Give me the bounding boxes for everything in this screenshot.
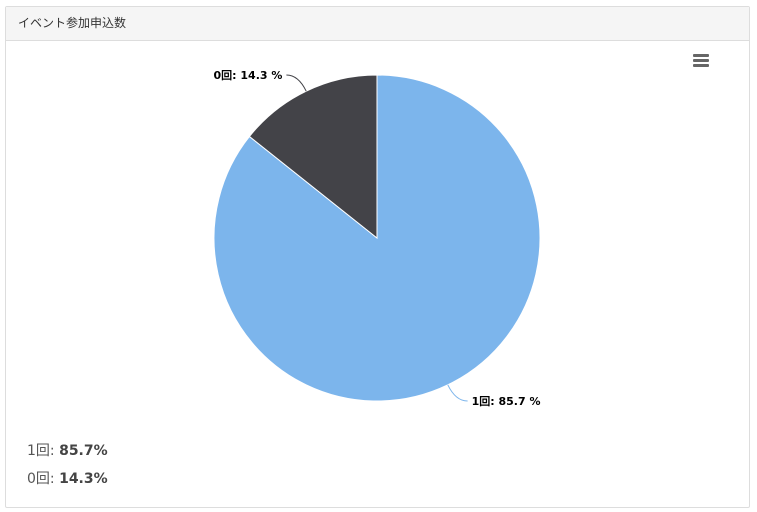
summary-item: 1回: 85.7% <box>27 440 108 460</box>
summary-value: 14.3% <box>59 471 108 487</box>
data-label-connector <box>286 74 307 92</box>
data-label-connector <box>447 384 468 402</box>
hamburger-menu-icon[interactable] <box>693 54 709 68</box>
pie-slice[interactable] <box>248 74 378 240</box>
summary-value: 85.7% <box>59 443 108 459</box>
summary-label: 1回: <box>27 443 55 459</box>
data-label: 1回: 85.7 % <box>472 394 541 408</box>
summary-item: 0回: 14.3% <box>27 468 108 488</box>
panel-title: イベント参加申込数 <box>6 7 749 41</box>
summary-label: 0回: <box>27 471 55 487</box>
data-label: 0回: 14.3 % <box>214 68 283 82</box>
